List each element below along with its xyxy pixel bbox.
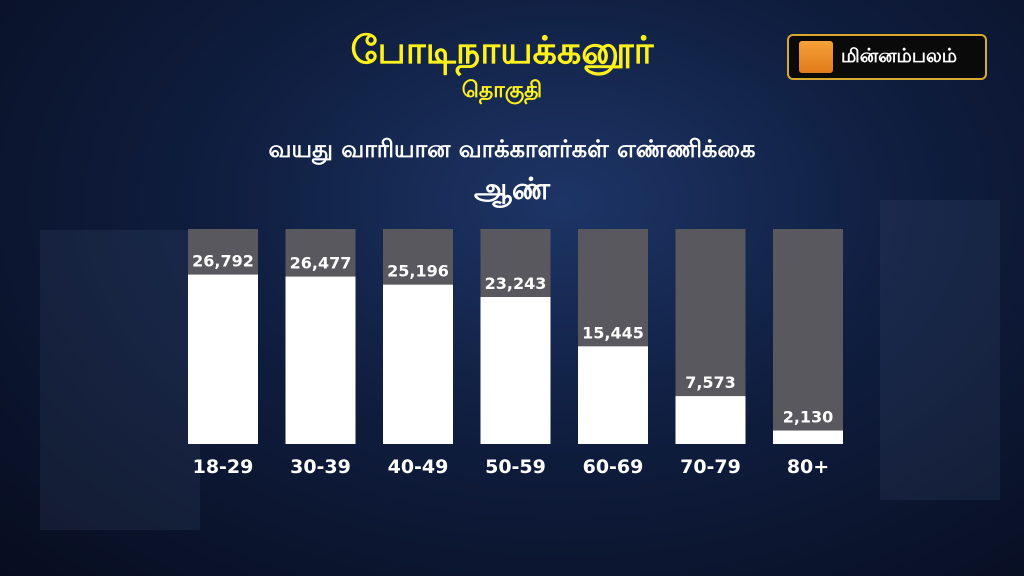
- category-label: 18-29: [193, 456, 254, 478]
- category-label: 80+: [787, 456, 829, 478]
- bar: [383, 284, 453, 444]
- chart-subtitle: ஆண்: [473, 172, 551, 207]
- data-label: 15,445: [582, 323, 644, 342]
- bar: [773, 430, 843, 444]
- constituency-subtitle: தொகுதி: [461, 78, 543, 103]
- data-label: 26,477: [290, 254, 352, 273]
- data-label: 2,130: [783, 408, 834, 427]
- constituency-title: போடிநாயக்கனூர்: [350, 28, 654, 72]
- data-label: 26,792: [192, 252, 254, 271]
- background-building: [40, 230, 200, 530]
- bar: [480, 297, 551, 444]
- category-label: 50-59: [485, 456, 546, 478]
- bar: [578, 346, 648, 444]
- bar: [675, 396, 746, 444]
- bar: [285, 276, 356, 444]
- category-label: 30-39: [290, 456, 351, 478]
- data-label: 23,243: [485, 274, 547, 293]
- bar-track: [773, 229, 843, 444]
- chart-title: வயது வாரியான வாக்காளர்கள் எண்ணிக்கை: [268, 135, 756, 163]
- category-label: 60-69: [583, 456, 644, 478]
- category-label: 40-49: [388, 456, 449, 478]
- bar: [188, 274, 258, 444]
- logo-m-icon: [799, 41, 833, 73]
- data-label: 7,573: [685, 373, 736, 392]
- brand-logo: மின்னம்பலம்: [787, 34, 987, 80]
- background-tower: [880, 200, 1000, 500]
- logo-text: மின்னம்பலம்: [841, 44, 958, 67]
- data-label: 25,196: [387, 262, 449, 281]
- category-label: 70-79: [680, 456, 741, 478]
